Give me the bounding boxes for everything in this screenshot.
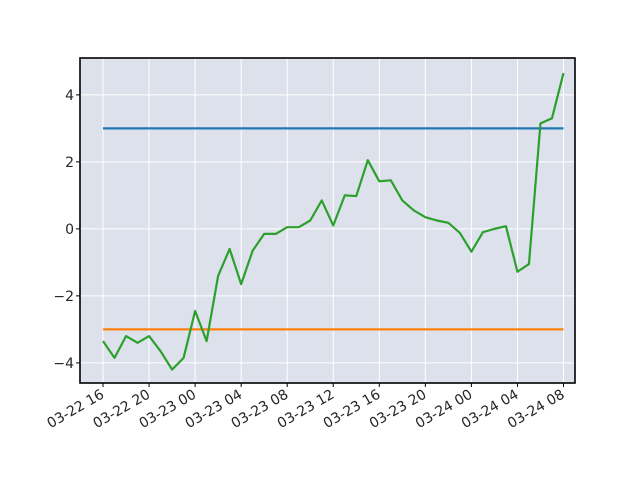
y-axis: 4 2 0 −2 −4 (53, 88, 80, 372)
y-tick-label: 4 (65, 88, 74, 104)
y-tick-label: −2 (53, 289, 74, 305)
y-tick-label: −4 (53, 356, 74, 372)
y-tick-label: 0 (65, 222, 74, 238)
plot-frame (79, 57, 576, 384)
series-group (102, 72, 565, 371)
y-tick-label: 2 (65, 155, 74, 171)
series-line-3 (102, 72, 565, 371)
plot-background (80, 58, 575, 383)
